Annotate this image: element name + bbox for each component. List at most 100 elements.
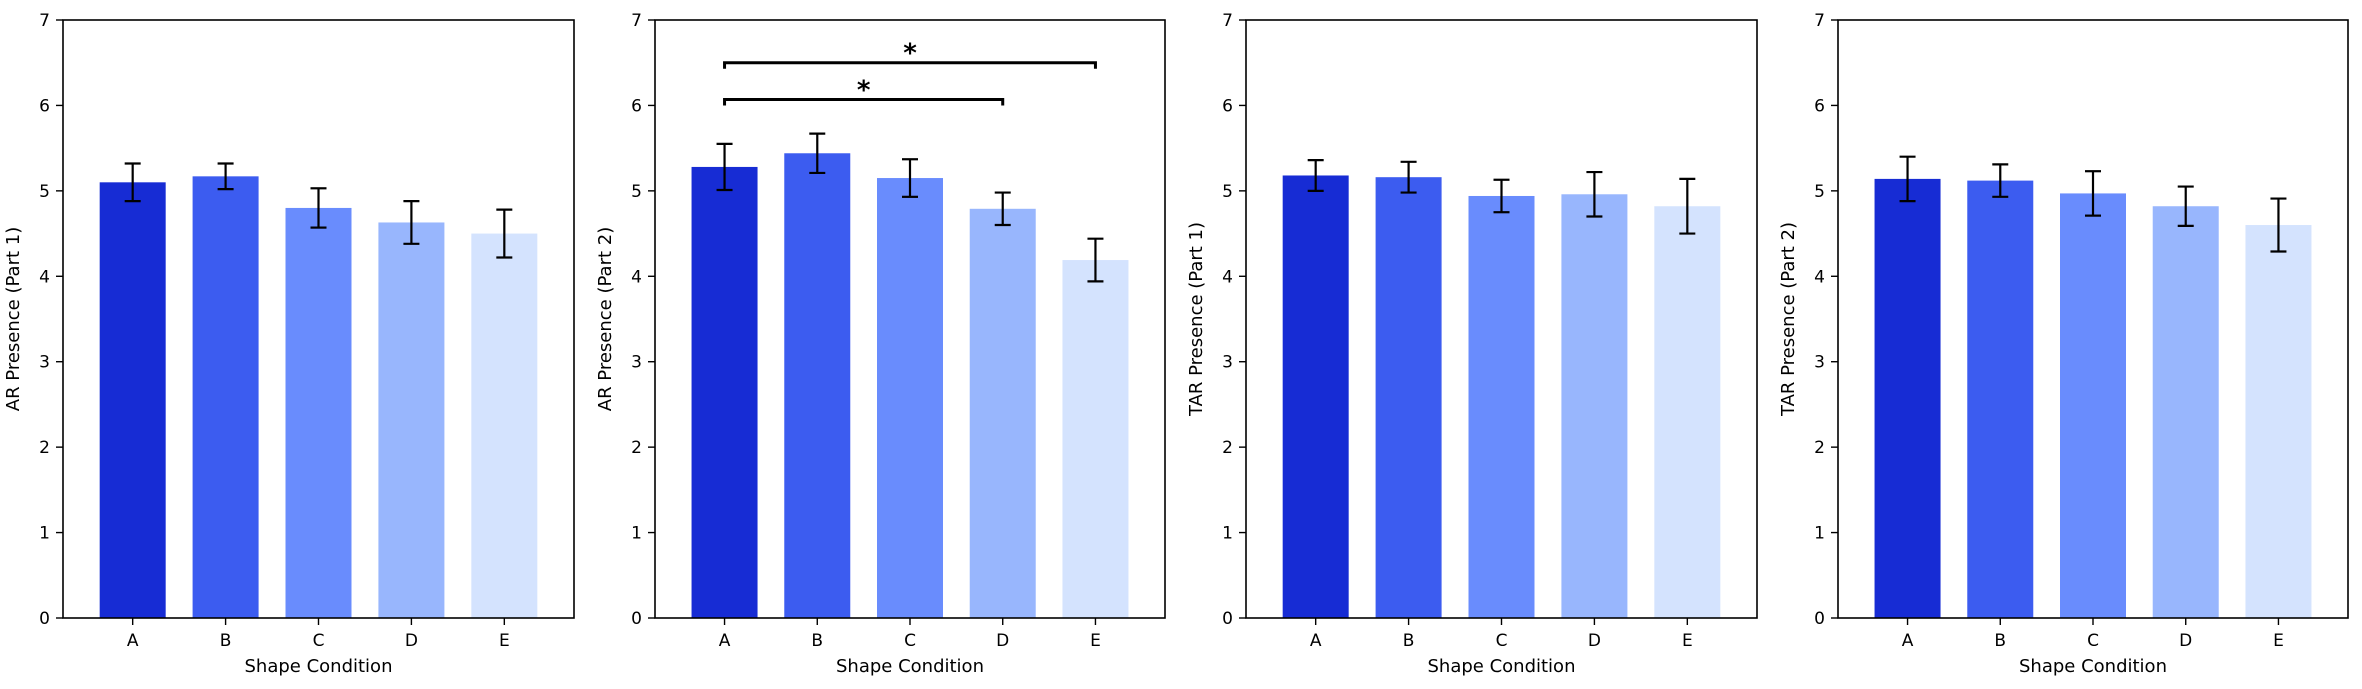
significance-bracket-1 <box>723 61 1097 69</box>
y-axis-label: TAR Presence (Part 1) <box>1186 222 1207 417</box>
significance-star: * <box>857 75 871 105</box>
y-tick-label: 7 <box>39 11 50 31</box>
y-tick-label: 6 <box>631 96 642 116</box>
bar-a <box>99 182 166 619</box>
error-bar-c <box>310 187 327 229</box>
error-bar-d <box>403 200 420 245</box>
y-tick-label: 2 <box>1814 438 1825 458</box>
error-bar-e <box>2270 197 2287 253</box>
y-tick-label: 5 <box>39 182 50 202</box>
x-axis-label: Shape Condition <box>1428 656 1576 677</box>
y-tick-label: 2 <box>1222 438 1233 458</box>
bar-d <box>378 222 445 619</box>
y-tick-label: 4 <box>631 267 642 287</box>
error-bar-c <box>902 158 918 198</box>
error-bar-d <box>2177 185 2194 227</box>
bar-b <box>1967 180 2034 618</box>
bar-b <box>1375 177 1442 618</box>
x-tick-label: B <box>1994 631 2006 651</box>
x-tick-label: E <box>1090 631 1101 651</box>
y-tick-label: 6 <box>39 96 50 116</box>
x-tick-label: A <box>1902 631 1914 651</box>
bar-e <box>2245 225 2312 618</box>
error-bar-e <box>1679 177 1696 235</box>
bar-a <box>1874 178 1941 618</box>
chart-panel-1: 0 1 2 3 4 5 6 7 A B C D E Shape Condition AR Presence … <box>3 11 575 677</box>
bar-d <box>1561 194 1628 618</box>
y-tick-label: 6 <box>1222 96 1233 116</box>
x-tick-label: D <box>2179 631 2192 651</box>
x-tick-label: C <box>2087 631 2099 651</box>
bar-a <box>1282 175 1349 619</box>
chart-panel-3: 0 1 2 3 4 5 6 7 A B C D E Shape Condition TAR Presence… <box>1186 11 1758 677</box>
y-tick-label: 2 <box>39 438 50 458</box>
x-tick-label: C <box>904 631 916 651</box>
x-axis-label: Shape Condition <box>2019 656 2167 677</box>
y-axis-label: TAR Presence (Part 2) <box>1778 222 1799 417</box>
y-tick-label: 5 <box>1814 182 1825 202</box>
y-tick-label: 0 <box>1222 609 1233 629</box>
error-bar-c <box>1493 178 1510 214</box>
chart-panel-2: * * 0 1 2 3 4 5 6 7 A B C D E Shape Condition AR Presenc… <box>595 11 1166 677</box>
y-tick-label: 0 <box>1814 609 1825 629</box>
x-tick-label: E <box>2273 631 2284 651</box>
error-bar-c <box>2085 170 2101 217</box>
error-bar-d <box>1586 170 1603 218</box>
significance-bracket-2 <box>723 97 1005 106</box>
bar-d <box>969 208 1036 618</box>
x-tick-label: B <box>1403 631 1415 651</box>
y-tick-label: 6 <box>1814 96 1825 116</box>
error-bar-b <box>809 132 826 175</box>
x-tick-label: C <box>313 631 325 651</box>
y-tick-label: 3 <box>631 353 642 373</box>
bar-c <box>2060 193 2126 619</box>
bar-e <box>471 233 538 619</box>
x-tick-label: D <box>1588 631 1601 651</box>
y-tick-label: 1 <box>1222 524 1233 544</box>
y-tick-label: 4 <box>39 267 50 287</box>
y-tick-label: 2 <box>631 438 642 458</box>
y-tick-label: 3 <box>39 353 50 373</box>
x-tick-label: D <box>405 631 418 651</box>
y-tick-label: 4 <box>1222 267 1233 287</box>
x-axis-label: Shape Condition <box>836 656 984 677</box>
y-tick-label: 7 <box>1814 11 1825 31</box>
y-tick-label: 4 <box>1814 267 1825 287</box>
bar-e <box>1062 260 1129 618</box>
bar-b <box>192 176 259 618</box>
bar-c <box>877 178 943 619</box>
error-bar-a <box>124 162 141 203</box>
y-tick-label: 7 <box>1222 11 1233 31</box>
y-tick-label: 5 <box>631 182 642 202</box>
x-tick-label: C <box>1496 631 1508 651</box>
error-bar-b <box>1400 160 1417 194</box>
bar-a <box>691 166 758 619</box>
x-tick-label: E <box>499 631 510 651</box>
bar-c <box>285 207 352 618</box>
chart-panel-4: 0 1 2 3 4 5 6 7 A B C D E Shape Condition TAR Presence… <box>1778 11 2349 677</box>
bar-b <box>784 153 851 619</box>
x-tick-label: B <box>220 631 232 651</box>
y-axis-label: AR Presence (Part 1) <box>3 227 24 411</box>
x-tick-label: A <box>719 631 731 651</box>
y-tick-label: 3 <box>1222 353 1233 373</box>
y-axis-label: AR Presence (Part 2) <box>595 227 616 411</box>
y-tick-label: 5 <box>1222 182 1233 202</box>
bar-c <box>1468 195 1535 619</box>
y-tick-label: 3 <box>1814 353 1825 373</box>
y-tick-label: 1 <box>1814 524 1825 544</box>
significance-star: * <box>903 39 917 69</box>
error-bar-b <box>1992 163 2009 198</box>
x-axis-label: Shape Condition <box>245 656 393 677</box>
error-bar-a <box>1307 159 1324 192</box>
bar-e <box>1654 206 1721 618</box>
error-bar-d <box>994 191 1011 227</box>
error-bar-e <box>1087 237 1104 283</box>
x-tick-label: A <box>127 631 139 651</box>
error-bar-a <box>716 142 733 192</box>
y-tick-label: 7 <box>631 11 642 31</box>
significance-line <box>723 97 1005 106</box>
error-bar-b <box>217 162 234 191</box>
x-tick-label: A <box>1310 631 1322 651</box>
x-tick-label: B <box>811 631 823 651</box>
